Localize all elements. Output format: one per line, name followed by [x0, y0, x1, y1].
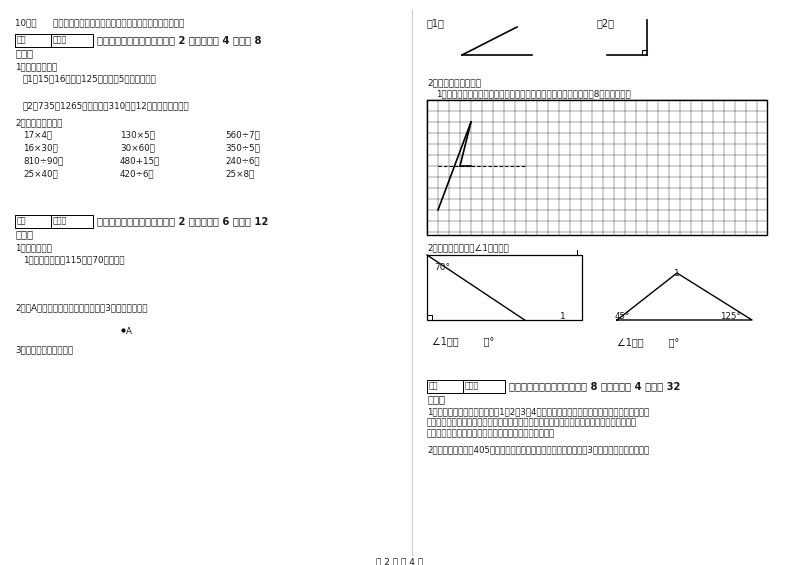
Text: （2）735与1265的和，除以310除以12的商，前是多少？: （2）735与1265的和，除以310除以12的商，前是多少？: [23, 101, 190, 110]
Text: 17×4＝: 17×4＝: [23, 130, 52, 139]
Bar: [51, 215, 93, 228]
Text: 3．量出下面角的度数。: 3．量出下面角的度数。: [15, 345, 73, 354]
Text: 评卷人: 评卷人: [53, 35, 67, 44]
Text: 560÷7＝: 560÷7＝: [225, 130, 260, 139]
Text: 810÷90＝: 810÷90＝: [23, 156, 63, 165]
Text: （2）: （2）: [597, 18, 615, 28]
Text: 1．文字计算题。: 1．文字计算题。: [15, 62, 58, 71]
Bar: [463, 380, 505, 393]
Text: 评卷人: 评卷人: [465, 381, 479, 390]
Text: 2．过A点画一条直线，在直线上量出3厘米长的线段。: 2．过A点画一条直线，在直线上量出3厘米长的线段。: [15, 303, 148, 312]
Text: 25×40＝: 25×40＝: [23, 169, 58, 178]
Bar: [427, 100, 767, 235]
Text: 2．甲、乙两地相距405千米，一辆汽车从甲地开往乙地，已经行了3小时，剩下的路程比已经: 2．甲、乙两地相距405千米，一辆汽车从甲地开往乙地，已经行了3小时，剩下的路程…: [427, 445, 650, 454]
Text: 1．有四张卡片，上面分别写着1、2、3、4，现在明明和芳芳两人各摸一张，然后把摸到的卡: 1．有四张卡片，上面分别写着1、2、3、4，现在明明和芳芳两人各摸一张，然后把摸…: [427, 407, 650, 416]
Text: 分）。: 分）。: [15, 48, 33, 58]
Bar: [51, 34, 93, 47]
Text: 2、画一画，算一算。: 2、画一画，算一算。: [427, 78, 481, 87]
Bar: [15, 215, 51, 228]
Text: A: A: [126, 327, 132, 336]
Text: 480+15＝: 480+15＝: [120, 156, 160, 165]
Text: 30×60＝: 30×60＝: [120, 143, 155, 152]
Text: 125°: 125°: [720, 312, 741, 321]
Text: 评卷人: 评卷人: [53, 216, 67, 225]
Text: 2．看图写出各图中∠1的度数。: 2．看图写出各图中∠1的度数。: [427, 243, 509, 252]
Text: 25×8＝: 25×8＝: [225, 169, 254, 178]
Text: （1）: （1）: [427, 18, 445, 28]
Text: 240÷6＝: 240÷6＝: [225, 156, 260, 165]
Text: 1．实践操作。: 1．实践操作。: [15, 243, 52, 252]
Text: 420÷6＝: 420÷6＝: [120, 169, 154, 178]
Text: 得分: 得分: [17, 216, 26, 225]
Bar: [427, 380, 463, 393]
Text: 六、应用知识，解决问题（共 8 小题，每题 4 分，共 32: 六、应用知识，解决问题（共 8 小题，每题 4 分，共 32: [509, 381, 680, 391]
Bar: [15, 34, 51, 47]
Text: 为什么？（提示：先列出各种可能性，然后加以分析。）: 为什么？（提示：先列出各种可能性，然后加以分析。）: [427, 429, 555, 438]
Text: ∠1＝（        ）°: ∠1＝（ ）°: [432, 336, 494, 346]
Text: 得分: 得分: [429, 381, 438, 390]
Text: 350÷5＝: 350÷5＝: [225, 143, 260, 152]
Text: 第 2 页 共 4 页: 第 2 页 共 4 页: [377, 557, 423, 565]
Text: 1．分别画出一个115度和70度的角。: 1．分别画出一个115度和70度的角。: [23, 255, 125, 264]
Text: 45°: 45°: [615, 312, 630, 321]
Text: 分）。: 分）。: [15, 229, 33, 239]
Text: 16×30＝: 16×30＝: [23, 143, 58, 152]
Text: 片上的数字相加，如果是偶数就是明明赢，如果是奇数就是芳芳赢。你觉得这个游戏公平吗？: 片上的数字相加，如果是偶数就是明明赢，如果是奇数就是芳芳赢。你觉得这个游戏公平吗…: [427, 418, 637, 427]
Text: 五、认真思考，综合能力（共 2 小题，每题 6 分，共 12: 五、认真思考，综合能力（共 2 小题，每题 6 分，共 12: [97, 216, 268, 226]
Text: 四、看清题目，细心计算（共 2 小题，每题 4 分，共 8: 四、看清题目，细心计算（共 2 小题，每题 4 分，共 8: [97, 35, 262, 45]
Text: 2．直接写出得数。: 2．直接写出得数。: [15, 118, 62, 127]
Text: 130×5＝: 130×5＝: [120, 130, 155, 139]
Text: 分）。: 分）。: [427, 394, 445, 404]
Bar: [427, 255, 582, 320]
Text: 1: 1: [674, 269, 680, 278]
Text: 1: 1: [560, 312, 566, 321]
Text: 70°: 70°: [434, 263, 450, 272]
Text: ∠1＝（        ）°: ∠1＝（ ）°: [617, 337, 679, 347]
Text: 10．（      ）在一道算式中添减括号，可以改变这道题的运算顺序。: 10．（ ）在一道算式中添减括号，可以改变这道题的运算顺序。: [15, 18, 184, 27]
Text: （1）15的16倍减去125，再除以5，前是多少？: （1）15的16倍减去125，再除以5，前是多少？: [23, 74, 157, 83]
Text: 1．画出这个轴对称图形的另一半，再画出这个轴对称图形向右平移8格后的图形。: 1．画出这个轴对称图形的另一半，再画出这个轴对称图形向右平移8格后的图形。: [436, 89, 631, 98]
Text: 得分: 得分: [17, 35, 26, 44]
